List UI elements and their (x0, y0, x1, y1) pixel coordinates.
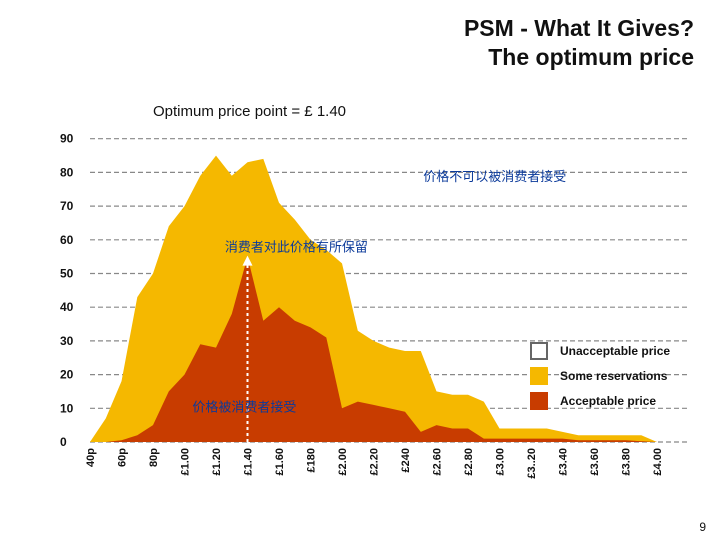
legend-label-reservations: Some reservations (560, 368, 668, 383)
legend-label-acceptable: Acceptable price (560, 393, 657, 408)
x-tick-label: £4.00 (652, 448, 664, 476)
x-tick-label: £3.60 (589, 448, 601, 476)
title-line-2: The optimum price (488, 44, 694, 70)
chart-annotation: 价格不可以被消费者接受 (423, 169, 566, 185)
optimum-price-subtitle: Optimum price point = £ 1.40 (153, 103, 347, 120)
x-tick-label: £1.40 (243, 448, 255, 476)
y-tick-label: 30 (60, 334, 74, 348)
y-tick-labels: 0 10 20 30 40 50 60 70 80 90 (60, 132, 74, 449)
legend-item-acceptable: Acceptable price (530, 388, 670, 413)
x-tick-label: £2.00 (337, 448, 349, 476)
legend-label-unacceptable: Unacceptable price (560, 343, 671, 358)
chart-areas (90, 155, 657, 442)
slide-title: PSM - What It Gives? The optimum price (464, 14, 694, 72)
y-tick-label: 0 (60, 435, 67, 449)
x-tick-label: £240 (400, 448, 412, 472)
x-tick-label: £1.00 (180, 448, 192, 476)
chart-annotation: 消费者对此价格有所保留 (225, 240, 368, 256)
optimum-marker-arrowhead (242, 255, 253, 266)
legend-swatch-acceptable (530, 391, 548, 410)
x-tick-label: £3.40 (558, 448, 570, 476)
y-tick-label: 70 (60, 199, 74, 213)
legend-item-reservations: Some reservations (530, 363, 670, 388)
optimum-marker (242, 255, 253, 442)
x-tick-label: 40p (85, 448, 97, 467)
x-tick-label: £2.20 (369, 448, 381, 476)
page-number: 9 (699, 520, 706, 534)
y-tick-label: 80 (60, 165, 74, 179)
x-tick-label: £1.20 (211, 448, 223, 476)
series-area-acceptable (90, 256, 657, 442)
y-tick-label: 60 (60, 233, 74, 247)
y-tick-label: 40 (60, 300, 74, 314)
x-tick-label: £3.80 (621, 448, 633, 476)
title-line-1: PSM - What It Gives? (463, 15, 694, 41)
y-tick-label: 50 (60, 267, 74, 281)
chart-legend: Unacceptable price Some reservations Acc… (530, 338, 670, 413)
x-tick-label: 80p (148, 448, 160, 467)
legend-swatch-unacceptable (530, 341, 548, 360)
x-tick-label: 60p (117, 448, 129, 467)
chart-annotation: 价格被消费者接受 (192, 400, 296, 416)
x-tick-label: £3.00 (495, 448, 507, 476)
x-tick-label: £2.80 (463, 448, 475, 476)
x-tick-label: £3..20 (526, 448, 538, 479)
y-tick-label: 90 (60, 132, 74, 146)
y-tick-label: 10 (60, 401, 74, 415)
x-tick-labels: 40p 60p 80p £1.00 £1.20 £1.40 £1.60 £180 £2.00 £2… (85, 448, 664, 479)
y-tick-label: 20 (60, 368, 74, 382)
legend-swatch-reservations (530, 366, 548, 385)
x-tick-label: £1.60 (274, 448, 286, 476)
x-tick-label: £2.60 (432, 448, 444, 476)
x-tick-label: £180 (306, 448, 318, 472)
legend-item-unacceptable: Unacceptable price (530, 338, 670, 363)
